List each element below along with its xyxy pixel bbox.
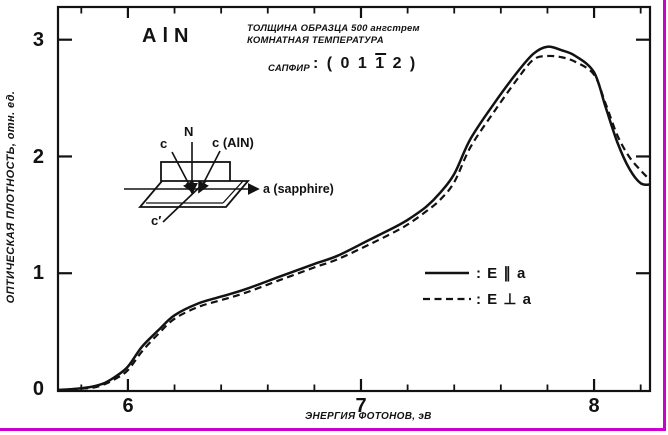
orientation-suffix: 2 ) xyxy=(386,55,418,72)
curve-e-parallel-a xyxy=(57,45,651,392)
inset-label-c: c xyxy=(160,136,168,151)
sample-thickness-note: ТОЛЩИНА ОБРАЗЦА 500 ангстрем xyxy=(247,23,420,34)
orientation-prefix: : ( 0 1 xyxy=(313,55,376,72)
inset-label-c-aln: c (AlN) xyxy=(212,135,254,150)
inset-label-c-prime: c′ xyxy=(151,213,162,228)
substrate-name: САПФИР xyxy=(268,63,310,74)
y-tick-label-1: 1 xyxy=(32,262,44,284)
y-tick-label-0: 0 xyxy=(32,378,44,400)
axis-ticks xyxy=(59,8,649,390)
y-tick-label-3: 3 xyxy=(32,29,44,51)
temperature-note: КОМНАТНАЯ ТЕМПЕРАТУРА xyxy=(247,35,384,46)
x-tick-label-6: 6 xyxy=(122,395,134,417)
orientation-overbar-digit: 1 xyxy=(375,55,387,72)
y-axis-title: ОПТИЧЕСКАЯ ПЛОТНОСТЬ, отн. ед. xyxy=(5,90,17,304)
selection-border-right xyxy=(663,0,666,431)
substrate-orientation: : ( 0 1 1 2 ) xyxy=(313,55,417,73)
curve-e-perpendicular-a xyxy=(57,54,651,392)
selection-border-bottom xyxy=(0,428,666,431)
figure-title: AlN xyxy=(142,25,195,47)
sample-orientation-inset xyxy=(124,142,260,223)
x-tick-label-8: 8 xyxy=(588,395,600,417)
inset-substrate-slab-edge xyxy=(146,180,244,204)
inset-label-n: N xyxy=(184,124,194,139)
legend-label-e-parallel-a: : E ∥ a xyxy=(476,265,527,282)
x-axis-title: ЭНЕРГИЯ ФОТОНОВ, эВ xyxy=(305,411,432,422)
x-tick-label-7: 7 xyxy=(355,395,367,417)
inset-c-axis-arrow xyxy=(171,151,194,194)
data-curves xyxy=(57,45,651,392)
legend-label-e-perpendicular-a: : E ⊥ a xyxy=(476,291,532,308)
inset-c-prime-axis-line xyxy=(162,180,207,223)
inset-label-a-sapphire: a (sapphire) xyxy=(263,182,334,196)
y-tick-label-2: 2 xyxy=(32,146,44,168)
plot-frame xyxy=(56,5,652,393)
